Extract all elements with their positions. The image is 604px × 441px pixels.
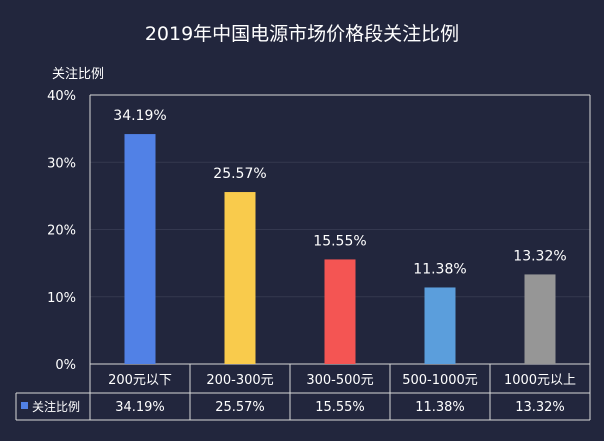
table-value-cell: 11.38% xyxy=(415,400,465,415)
chart-title: 2019年中国电源市场价格段关注比例 xyxy=(145,23,459,45)
y-tick-label: 30% xyxy=(47,156,76,171)
table-row-label: 关注比例 xyxy=(32,399,80,414)
bars xyxy=(124,134,556,364)
bar-4 xyxy=(424,287,456,364)
x-tick-label: 300-500元 xyxy=(306,373,373,388)
data-label: 34.19% xyxy=(113,108,166,124)
table-value-cell: 34.19% xyxy=(115,400,165,415)
y-tick-label: 20% xyxy=(47,224,76,239)
bar-1 xyxy=(124,134,156,364)
table-value-cell: 13.32% xyxy=(515,400,565,415)
y-tick-label: 40% xyxy=(47,89,76,104)
y-axis-ticks: 0% 10% 20% 30% 40% xyxy=(47,89,76,373)
data-labels: 34.19% 25.57% 15.55% 11.38% 13.32% xyxy=(113,108,566,277)
y-tick-label: 0% xyxy=(55,358,76,373)
table-value-cell: 15.55% xyxy=(315,400,365,415)
data-table: 200元以下 34.19% 200-300元 25.57% 300-500元 15.55%… xyxy=(15,364,590,421)
bar-2 xyxy=(224,192,256,364)
x-tick-label: 200元以下 xyxy=(108,373,172,388)
x-tick-label: 500-1000元 xyxy=(402,373,478,388)
bar-3 xyxy=(324,259,356,364)
x-tick-label: 200-300元 xyxy=(206,373,273,388)
data-label: 25.57% xyxy=(213,166,266,182)
y-axis-label: 关注比例 xyxy=(52,67,104,82)
bar-5 xyxy=(524,274,556,364)
legend-marker xyxy=(21,402,28,409)
table-value-cell: 25.57% xyxy=(215,400,265,415)
data-label: 13.32% xyxy=(513,248,566,264)
data-label: 11.38% xyxy=(413,261,466,277)
y-tick-label: 10% xyxy=(47,291,76,306)
data-label: 15.55% xyxy=(313,233,366,249)
x-tick-label: 1000元以上 xyxy=(504,373,576,388)
